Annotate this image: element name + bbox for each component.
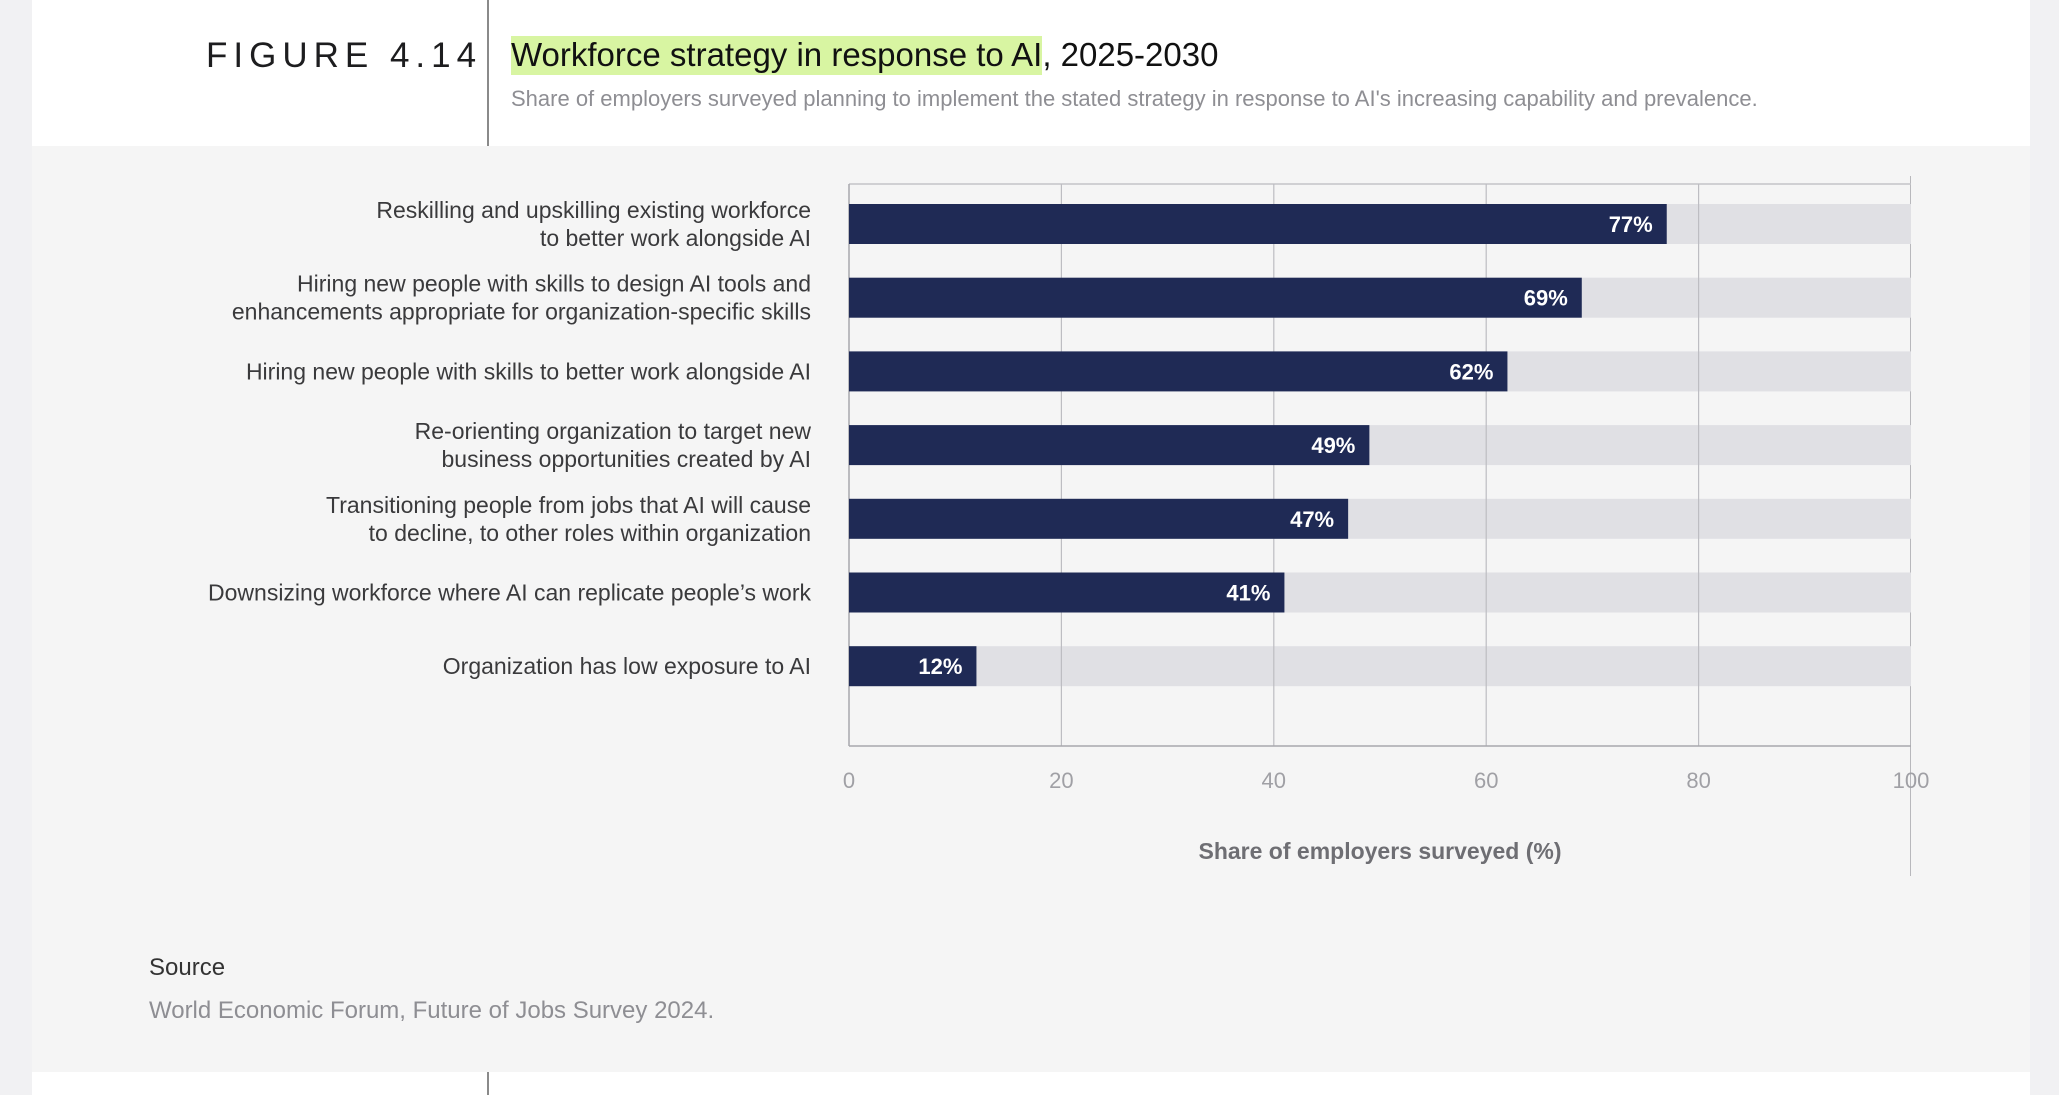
x-tick-label: 0: [843, 768, 855, 793]
category-label: Downsizing workforce where AI can replic…: [208, 580, 811, 606]
title-highlight: Workforce strategy in response to AI: [511, 36, 1043, 75]
bar: [849, 204, 1667, 244]
chart-subtitle: Share of employers surveyed planning to …: [511, 86, 1758, 111]
source-heading: Source: [149, 954, 226, 981]
header-divider: [487, 0, 489, 146]
bar: [849, 351, 1508, 392]
x-tick-label: 40: [1262, 768, 1286, 793]
value-label: 49%: [1311, 433, 1355, 458]
x-tick-label: 80: [1686, 768, 1710, 793]
bar: [849, 498, 1349, 539]
title-rest: , 2025-2030: [1042, 36, 1219, 73]
bar-chart: 77% Reskilling and upskilling existing wo…: [208, 183, 1930, 864]
x-tick-label: 60: [1474, 768, 1498, 793]
value-label: 69%: [1524, 286, 1568, 311]
bar: [849, 425, 1370, 466]
value-label: 41%: [1226, 581, 1270, 606]
figure-header: FIGURE 4.14 Workforce strategy in respon…: [32, 0, 2030, 146]
value-label: 47%: [1290, 507, 1334, 532]
bar: [849, 646, 977, 687]
category-label: to decline, to other roles within organi…: [369, 520, 811, 546]
bar-track: [849, 646, 1911, 687]
source-text: World Economic Forum, Future of Jobs Sur…: [149, 997, 715, 1024]
chart-title: Workforce strategy in response to AI, 20…: [511, 36, 1219, 75]
value-label: 62%: [1449, 359, 1493, 384]
figure-page: FIGURE 4.14 Workforce strategy in respon…: [32, 0, 2030, 1095]
x-tick-label: 100: [1893, 768, 1930, 793]
footer-divider: [487, 1072, 489, 1095]
category-label: Re-orienting organization to target new: [415, 418, 812, 444]
x-axis-title: Share of employers surveyed (%): [1198, 838, 1561, 864]
figure-label: FIGURE 4.14: [206, 36, 483, 75]
category-label: business opportunities created by AI: [441, 446, 811, 472]
category-label: Transitioning people from jobs that AI w…: [326, 492, 811, 518]
x-tick-label: 20: [1049, 768, 1073, 793]
category-label: Hiring new people with skills to design …: [297, 271, 811, 297]
value-label: 77%: [1609, 212, 1653, 237]
value-label: 12%: [918, 654, 962, 679]
category-label: enhancements appropriate for organizatio…: [232, 299, 811, 325]
category-label: Organization has low exposure to AI: [443, 653, 811, 679]
bar: [849, 572, 1285, 613]
category-label: Hiring new people with skills to better …: [246, 358, 811, 384]
bar: [849, 277, 1582, 318]
category-label: to better work alongside AI: [540, 225, 811, 251]
category-label: Reskilling and upskilling existing workf…: [376, 197, 811, 223]
